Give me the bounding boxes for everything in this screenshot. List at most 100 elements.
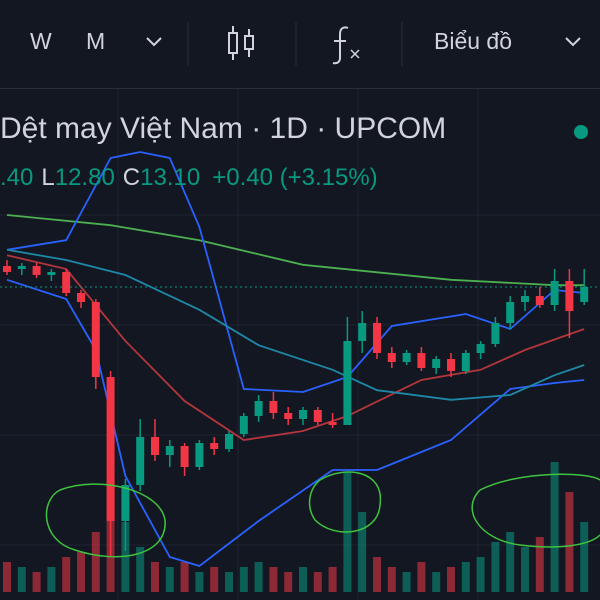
candle-body xyxy=(432,359,441,368)
volume-bar xyxy=(3,562,11,592)
candle-body xyxy=(3,266,11,272)
chevron[interactable] xyxy=(146,37,162,47)
candle-body xyxy=(136,437,145,485)
low-label: L xyxy=(41,164,55,191)
volume-bar xyxy=(580,522,589,592)
volume-bar xyxy=(535,537,544,592)
volume-bar xyxy=(269,567,278,592)
candle-body xyxy=(535,296,544,305)
volume-bar xyxy=(476,557,485,592)
indicator-icon[interactable] xyxy=(332,26,360,65)
volume-bar xyxy=(239,567,248,592)
candle-body xyxy=(47,272,56,275)
candle-body xyxy=(373,323,381,353)
volume-bar xyxy=(225,572,233,592)
chart-background xyxy=(0,88,600,600)
marks xyxy=(0,151,600,592)
candle-body xyxy=(269,401,278,413)
hand-ellipse xyxy=(308,471,382,533)
volume-bar xyxy=(373,557,381,592)
indicator-line xyxy=(6,254,585,441)
volume-bar xyxy=(358,512,367,592)
candle-body xyxy=(476,344,485,353)
candle-body xyxy=(91,302,100,377)
candle-body xyxy=(121,485,130,521)
volume-bar xyxy=(461,562,470,592)
volume-bar xyxy=(387,567,396,592)
candle-body xyxy=(239,416,248,434)
hand-ellipse xyxy=(45,483,166,558)
candle-body xyxy=(550,281,559,305)
candle-body xyxy=(151,437,159,455)
volume-bar xyxy=(313,572,322,592)
volume-bar xyxy=(521,547,529,592)
candle-body xyxy=(195,443,204,467)
volume-bar xyxy=(151,562,159,592)
candle-body xyxy=(402,353,411,362)
candle-body xyxy=(328,422,337,425)
candle-body xyxy=(180,446,189,467)
candle-body xyxy=(299,410,307,419)
candle-body xyxy=(225,434,233,449)
volume-bar xyxy=(284,572,293,592)
annotations xyxy=(45,471,600,558)
change-value: +0.40 (+3.15%) xyxy=(212,164,378,191)
candle-body xyxy=(506,302,515,323)
chart-type-menu[interactable]: Biểu đồ xyxy=(434,28,513,54)
interval-week[interactable]: W xyxy=(30,28,52,54)
candle-body xyxy=(210,443,219,449)
candle-body xyxy=(580,287,589,302)
candle-body xyxy=(77,293,85,302)
volume-bar xyxy=(62,557,71,592)
candle-body xyxy=(284,413,293,419)
candle-body xyxy=(17,266,26,269)
candle-body xyxy=(358,323,367,341)
volume-bar xyxy=(432,572,441,592)
toolbar-icons xyxy=(146,22,581,66)
volume-bar xyxy=(91,532,100,592)
volume-bar xyxy=(180,562,189,592)
volume-bar xyxy=(299,567,307,592)
volume-bar xyxy=(136,547,145,592)
volume-bar xyxy=(402,572,411,592)
volume-bar xyxy=(565,492,574,592)
candle-body xyxy=(491,323,500,344)
candle-body xyxy=(387,353,396,362)
symbol-title: Dệt may Việt Nam · 1D · UPCOM xyxy=(0,112,447,145)
chevron[interactable] xyxy=(565,37,581,47)
candle-body xyxy=(565,281,574,311)
volume-bar xyxy=(254,562,263,592)
ohlc-legend: .40 L12.80 C13.10 +0.40 (+3.15%) xyxy=(0,164,378,192)
volume-bar xyxy=(77,552,85,592)
volume-bar xyxy=(417,562,426,592)
candle-body xyxy=(313,410,322,422)
candle-body xyxy=(343,341,352,425)
candle-body xyxy=(106,377,115,521)
volume-bar xyxy=(47,567,56,592)
volume-bar xyxy=(121,522,130,592)
low-value: 12.80 xyxy=(54,164,115,191)
candle-body xyxy=(165,446,174,455)
toolbar: W M Biểu đồ xyxy=(0,0,600,89)
candle-body xyxy=(461,353,470,371)
indicator-line xyxy=(6,151,585,393)
hand-ellipse xyxy=(471,473,600,548)
volume-bar xyxy=(550,462,559,592)
high-value: .40 xyxy=(0,164,34,191)
candle-body xyxy=(417,353,426,368)
volume-bar xyxy=(32,572,41,592)
volume-bar xyxy=(328,567,337,592)
volume-bar xyxy=(195,572,204,592)
candle-body xyxy=(447,359,455,371)
volume-bar xyxy=(210,567,219,592)
interval-month[interactable]: M xyxy=(86,28,106,54)
indicator-line xyxy=(6,248,585,401)
close-label: C xyxy=(122,164,141,191)
volume-bar xyxy=(447,567,455,592)
volume-bar xyxy=(17,567,26,592)
candle-icon[interactable] xyxy=(228,26,254,60)
candle-body xyxy=(254,401,263,416)
volume-bar xyxy=(506,532,515,592)
